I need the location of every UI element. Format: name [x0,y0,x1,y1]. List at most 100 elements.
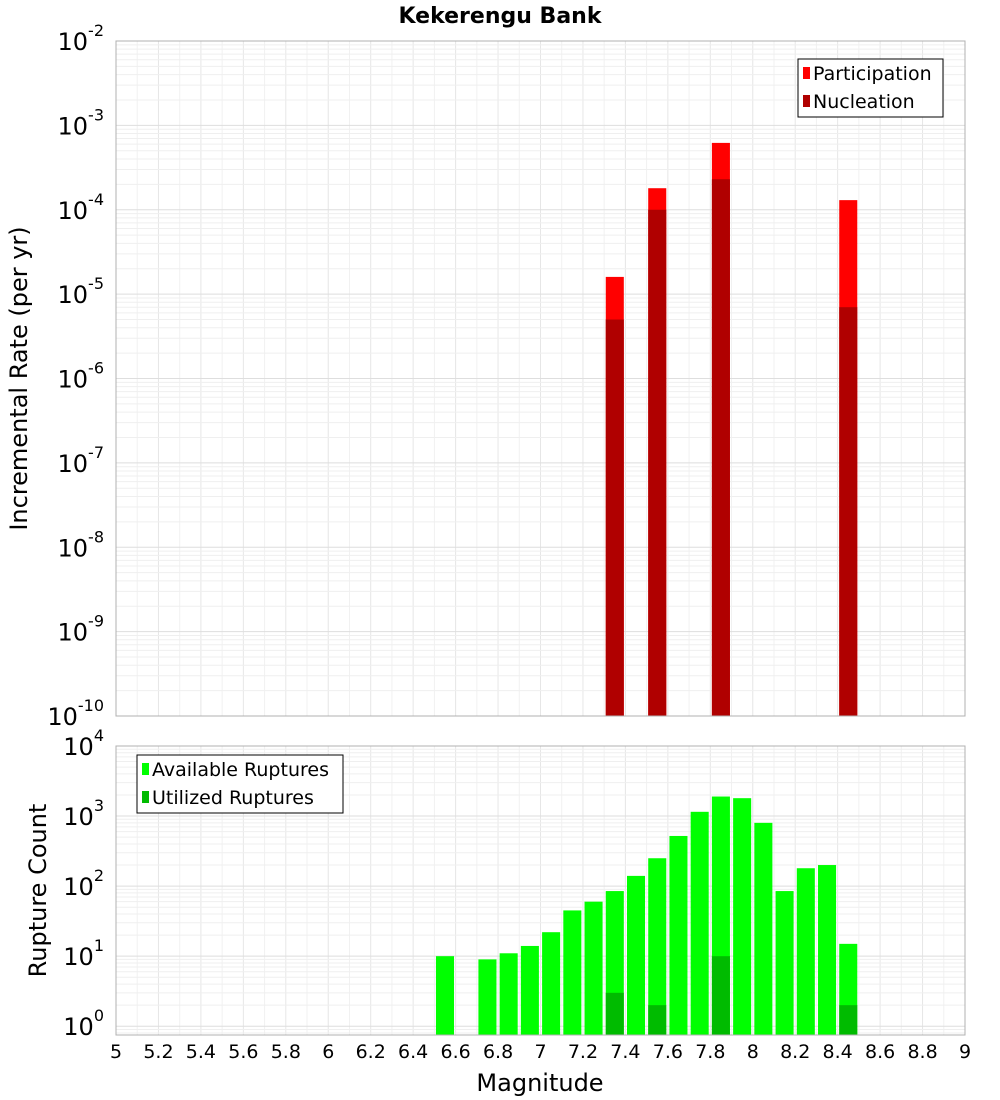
x-tick-label: 8.4 [823,1041,853,1063]
y-tick-label: 103 [63,796,104,831]
x-tick-label: 7 [534,1041,546,1063]
bar [563,910,582,1035]
bar [605,319,624,716]
x-tick-label: 7.4 [610,1041,640,1063]
y-tick-base: 10 [58,366,89,394]
series-2 [605,179,858,716]
x-tick-label: 8 [747,1041,759,1063]
y-tick-base: 10 [58,619,89,647]
x-tick-label: 7.2 [568,1041,598,1063]
x-tick-label: 5.8 [271,1041,301,1063]
y-tick-exponent: 2 [94,866,104,885]
y-tick-exponent: 0 [94,1006,104,1025]
y-tick-label: 10-3 [58,105,105,140]
legend: Participation Nucleation [797,58,944,118]
y-tick-label: 10-6 [58,359,105,394]
bar [711,956,730,1035]
y-tick-base: 10 [58,112,89,140]
plot-border [115,745,966,1036]
y-tick-base: 10 [63,1013,94,1041]
x-tick-label: 9 [959,1041,971,1063]
y-tick-base: 10 [63,873,94,901]
y-tick-label: 10-4 [58,190,105,225]
y-tick-base: 10 [47,703,78,731]
y-tick-exponent: -8 [88,527,104,546]
x-tick-label: 5.4 [186,1041,216,1063]
y-tick-label: 10-10 [47,696,104,731]
x-tick-label: 6.8 [483,1041,513,1063]
y-tick-base: 10 [58,281,89,309]
y-tick-exponent: 4 [94,726,104,745]
bar [435,956,455,1035]
legend-box [136,754,344,814]
y-axis-label: Incremental Rate (per yr) [5,226,33,530]
legend: Available Ruptures Utilized Ruptures [136,754,344,814]
bar [775,891,794,1035]
legend-label: Participation [813,63,932,85]
y-tick-exponent: -3 [88,105,104,124]
y-tick-base: 10 [58,534,89,562]
x-tick-label: 8.6 [865,1041,895,1063]
y-tick-exponent: -4 [88,190,104,209]
legend-label: Nucleation [813,91,915,113]
x-tick-label: 5.6 [228,1041,258,1063]
y-tick-base: 10 [58,450,89,478]
y-tick-label: 102 [63,866,104,901]
y-tick-label: 100 [63,1006,104,1041]
y-tick-base: 10 [63,803,94,831]
y-tick-label: 10-2 [58,21,105,56]
legend-swatch [803,95,810,107]
panel-1: 10-1010-910-810-710-610-510-410-310-2Inc… [5,4,966,731]
bar [648,209,667,716]
bar [711,179,730,716]
bar [499,953,518,1035]
y-tick-exponent: 3 [94,796,104,815]
bar [839,1005,858,1035]
legend-box [797,58,944,118]
bar [690,811,709,1035]
bar [754,822,773,1035]
x-tick-label: 7.6 [653,1041,683,1063]
x-tick-label: 6.4 [398,1041,428,1063]
y-tick-label: 101 [63,936,104,971]
y-axis-label: Rupture Count [24,804,52,978]
bar [520,945,539,1035]
y-tick-base: 10 [63,943,94,971]
bar [542,932,561,1035]
y-tick-base: 10 [63,733,94,761]
x-tick-label: 8.8 [907,1041,937,1063]
bar [669,835,688,1035]
y-tick-base: 10 [58,197,89,225]
y-tick-exponent: -10 [78,696,104,715]
chart-title: Kekerengu Bank [399,4,603,29]
legend-label: Available Ruptures [152,759,329,781]
y-tick-label: 10-8 [58,527,105,562]
y-tick-label: 10-7 [58,443,105,478]
y-tick-exponent: -2 [88,21,104,40]
bar [818,865,837,1035]
x-axis-label: Magnitude [476,1069,603,1097]
plot-border [115,40,966,717]
y-tick-exponent: 1 [94,936,104,955]
y-tick-label: 10-5 [58,274,105,309]
bar [839,307,858,716]
x-tick-label: 8.2 [780,1041,810,1063]
bar [733,798,752,1035]
bar [605,992,624,1035]
x-tick-label: 7.8 [695,1041,725,1063]
series-1 [435,796,858,1035]
series-2 [605,956,858,1035]
bar [478,959,497,1035]
y-tick-exponent: -5 [88,274,104,293]
legend-swatch [142,763,149,775]
y-tick-exponent: -7 [88,443,104,462]
bar [626,875,646,1035]
x-tick-label: 6 [322,1041,334,1063]
x-tick-label: 5.2 [143,1041,173,1063]
grid [115,40,966,717]
y-tick-label: 104 [63,726,104,761]
y-tick-exponent: -9 [88,612,104,631]
